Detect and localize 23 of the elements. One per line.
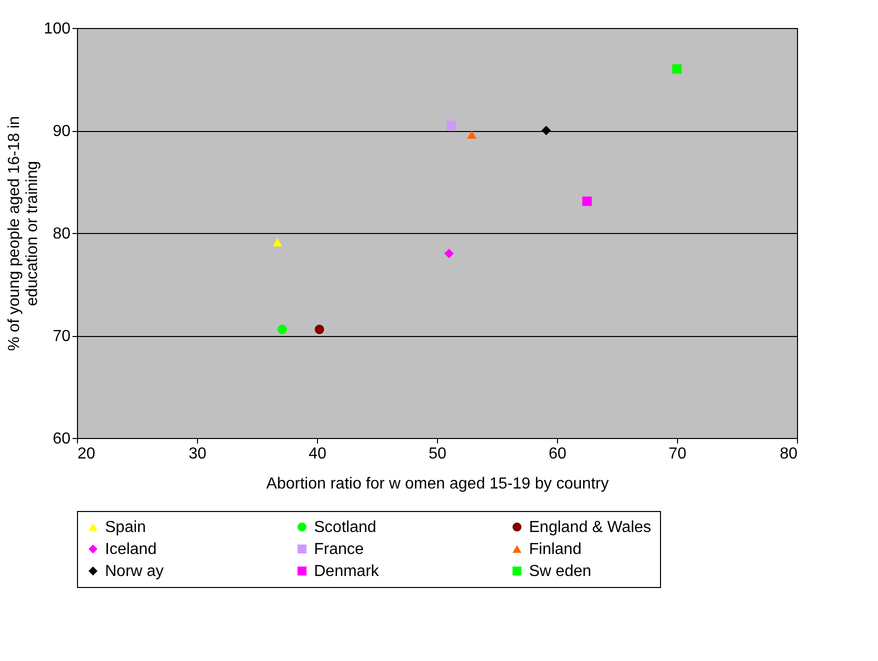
legend-label: Denmark [314, 563, 380, 580]
legend-label: Spain [105, 519, 146, 536]
y-tick-label: 100 [44, 20, 71, 38]
x-tick-label: 80 [780, 446, 798, 462]
legend-label: France [314, 541, 364, 558]
legend-label: Sw eden [529, 563, 592, 580]
y-tick-label: 60 [52, 430, 71, 448]
x-tick-label: 50 [428, 446, 446, 462]
legend-label: Finland [529, 541, 582, 558]
x-tick-label: 30 [188, 446, 206, 462]
legend-label: Norw ay [105, 563, 164, 580]
x-tick-label: 60 [548, 446, 566, 462]
x-tick-label: 20 [78, 446, 96, 462]
legend-label: Scotland [314, 519, 376, 536]
x-tick-label: 70 [668, 446, 686, 462]
y-tick-label: 90 [52, 123, 71, 140]
y-axis-title: % of young people aged 16-18 in education or training [6, 116, 41, 351]
x-tick-label: 40 [308, 446, 326, 462]
y-tick-label: 80 [52, 226, 71, 242]
legend-label: Iceland [105, 541, 157, 558]
y-tick-label: 70 [52, 328, 71, 345]
x-axis-title: Abortion ratio for w omen aged 15-19 by country [266, 476, 609, 492]
legend-label: England & Wales [529, 519, 652, 536]
